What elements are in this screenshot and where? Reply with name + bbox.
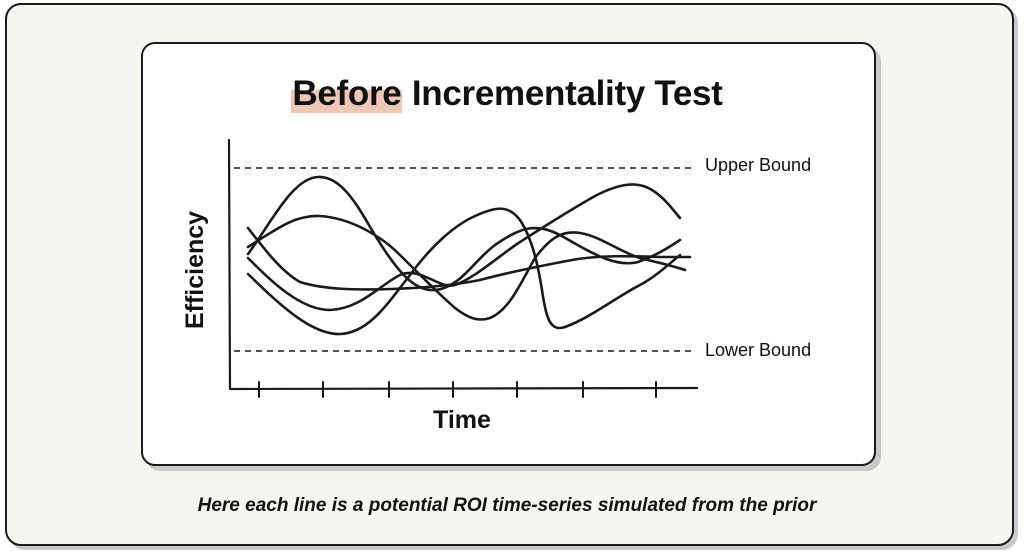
lower-bound-label: Lower Bound — [705, 340, 811, 360]
series-line-1 — [246, 175, 682, 292]
y-axis-label: Efficiency — [181, 211, 209, 329]
series-line-4 — [246, 183, 682, 312]
y-axis — [227, 138, 232, 391]
title-rest: Incrementality Test — [402, 74, 723, 113]
x-axis-ticks — [258, 381, 657, 398]
x-axis-label: Time — [433, 406, 491, 434]
upper-bound-label: Upper Bound — [705, 155, 811, 175]
caption: Here each line is a potential ROI time-s… — [197, 495, 817, 516]
series-line-3 — [246, 214, 687, 321]
diagram-card — [141, 42, 876, 466]
series-line-5 — [246, 226, 692, 291]
x-axis — [228, 386, 699, 391]
diagram-title: Before Incrementality Test — [0, 74, 1014, 114]
title-highlight: Before — [291, 74, 403, 113]
series-line-2 — [246, 207, 682, 336]
